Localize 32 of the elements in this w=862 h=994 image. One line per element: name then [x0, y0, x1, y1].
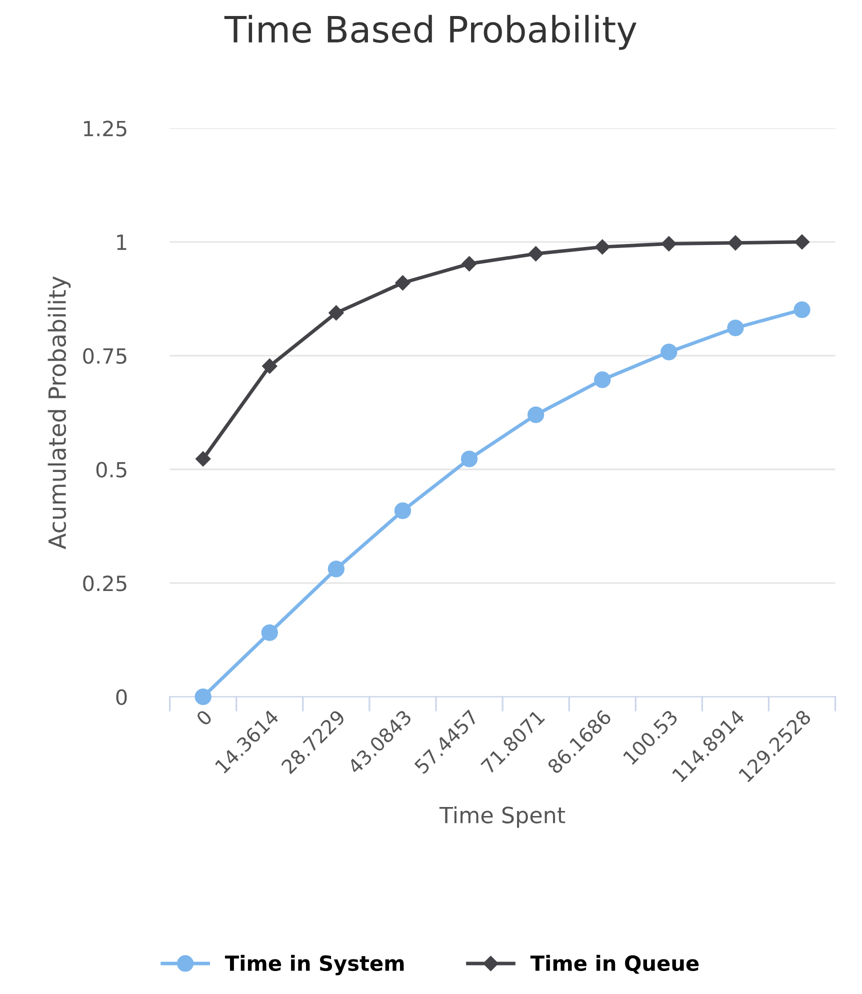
y-tick-label: 0.25	[83, 576, 126, 592]
legend-label: Time in Queue	[530, 954, 699, 974]
point	[462, 256, 477, 272]
point	[328, 560, 345, 578]
y-tick-label: 1.25	[84, 120, 126, 136]
point	[728, 235, 744, 250]
point	[794, 301, 810, 318]
y-tick-label: 0	[116, 689, 127, 706]
point	[660, 344, 678, 360]
point	[594, 239, 610, 255]
point	[528, 246, 544, 262]
chart-title: Time Based Probability	[224, 14, 636, 50]
point	[594, 371, 611, 388]
point	[328, 305, 344, 320]
y-axis-title: Acumulated Probability	[48, 276, 71, 550]
point	[460, 450, 478, 468]
point	[794, 234, 810, 250]
point	[527, 406, 544, 424]
point	[727, 320, 744, 336]
y-tick-label: 0.75	[83, 348, 126, 364]
point	[261, 624, 278, 641]
legend-label: Time in System	[224, 954, 404, 976]
x-tick-label: 0	[195, 709, 213, 726]
y-tick-label: 1	[117, 234, 126, 250]
point	[262, 358, 278, 374]
point	[196, 451, 211, 466]
x-axis-title: Time Spent	[439, 806, 566, 828]
point	[395, 275, 410, 290]
point	[394, 502, 412, 520]
point	[661, 236, 676, 252]
point	[194, 688, 212, 706]
y-tick-label: 0.5	[96, 462, 126, 478]
